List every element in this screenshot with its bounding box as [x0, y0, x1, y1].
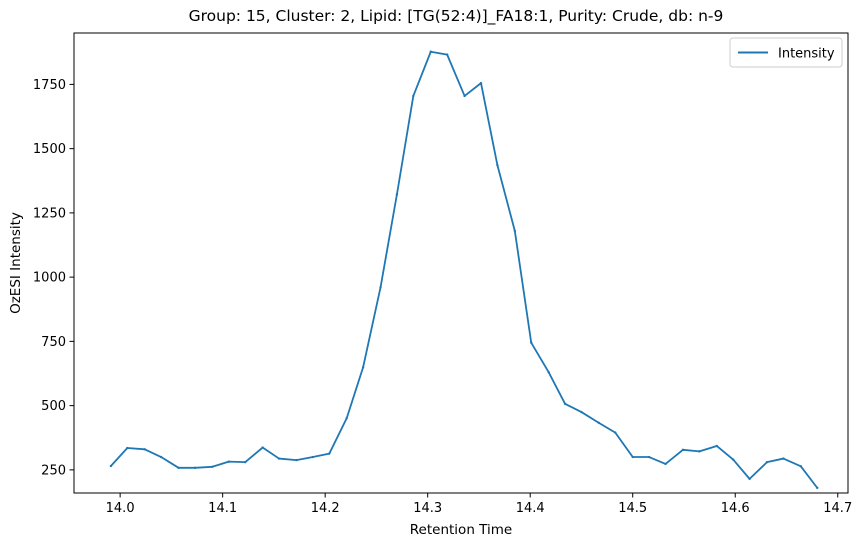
data-point	[580, 410, 583, 414]
y-tick-label: 1500	[33, 142, 66, 157]
y-tick-label: 1750	[33, 78, 66, 93]
chart-title: Group: 15, Cluster: 2, Lipid: [TG(52:4)]…	[189, 7, 724, 26]
data-point	[193, 466, 197, 470]
data-point	[782, 457, 785, 460]
data-point	[513, 229, 517, 233]
data-point	[731, 458, 735, 461]
legend: Intensity	[729, 37, 843, 68]
data-point	[126, 446, 129, 450]
y-tick-label: 500	[41, 399, 66, 414]
series-line-intensity	[110, 50, 819, 489]
data-point	[664, 462, 667, 466]
legend-box	[729, 37, 843, 68]
x-axis: 14.0 14.1 14.2 14.3 14.4 14.5 14.6 14.7	[106, 493, 852, 516]
data-point	[463, 94, 466, 98]
axes-frame	[73, 32, 849, 494]
x-tick-label: 14.7	[823, 501, 852, 516]
data-point	[816, 486, 819, 490]
data-point	[748, 477, 751, 481]
data-point	[328, 452, 331, 455]
data-point	[379, 286, 382, 289]
data-point	[109, 464, 113, 468]
x-axis-label: Retention Time	[410, 522, 512, 538]
data-point	[295, 458, 298, 462]
y-axis-label: OzESI Intensity	[8, 212, 24, 314]
y-tick-label: 1250	[33, 206, 66, 221]
y-axis: 250 500 750 1000 1250 1500 1750	[33, 78, 74, 478]
data-point	[143, 448, 146, 451]
data-point	[479, 81, 483, 85]
y-tick-label: 750	[41, 335, 66, 350]
data-point	[765, 460, 769, 464]
x-tick-label: 14.6	[721, 501, 750, 516]
data-point	[698, 450, 701, 453]
data-point	[681, 448, 685, 452]
data-point	[412, 94, 415, 98]
plot-area	[109, 50, 819, 490]
data-point	[597, 421, 601, 425]
data-point	[429, 50, 432, 53]
legend-label: Intensity	[778, 47, 835, 62]
y-tick-label: 1000	[33, 271, 66, 286]
data-point	[631, 455, 634, 459]
data-point	[244, 460, 247, 464]
data-point	[395, 193, 399, 196]
x-tick-label: 14.0	[106, 501, 135, 516]
data-point	[311, 455, 315, 459]
data-point	[799, 465, 803, 468]
x-tick-label: 14.3	[413, 501, 442, 516]
x-tick-label: 14.5	[618, 501, 647, 516]
data-point	[227, 460, 230, 463]
y-tick-label: 250	[41, 463, 66, 478]
data-point	[361, 366, 365, 369]
data-point	[614, 431, 617, 434]
data-point	[715, 444, 718, 448]
data-point	[445, 53, 449, 56]
x-tick-label: 14.1	[208, 501, 237, 516]
data-point	[345, 417, 348, 420]
data-point	[211, 465, 214, 468]
data-point	[277, 457, 281, 460]
data-point	[159, 455, 163, 459]
x-tick-label: 14.2	[311, 501, 340, 516]
data-point	[647, 455, 651, 459]
data-point	[261, 446, 264, 449]
data-point	[496, 163, 499, 167]
x-tick-label: 14.4	[516, 501, 545, 516]
data-point	[563, 402, 567, 406]
data-point	[530, 341, 533, 344]
data-point	[177, 466, 180, 470]
data-point	[547, 371, 550, 374]
